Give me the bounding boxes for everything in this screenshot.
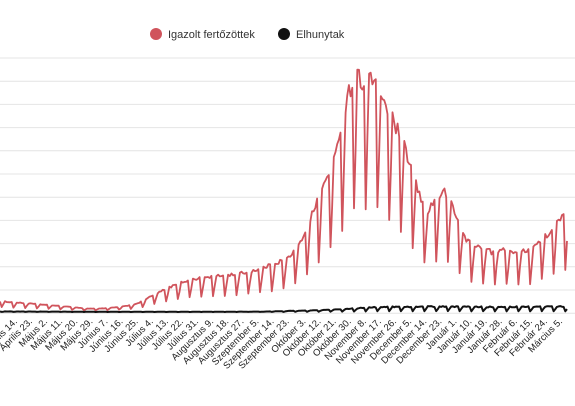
legend-label-igazolt: Igazolt fertőzöttek: [168, 29, 255, 41]
legend-marker-igazolt: [150, 28, 162, 40]
x-axis-tick-labels: Április 14.Április 23.Május 2.Május 11.M…: [0, 316, 565, 371]
gridlines: [0, 57, 575, 314]
series-line-elhunytak: [0, 305, 568, 313]
legend-label-elhunytak: Elhunytak: [296, 29, 345, 41]
legend: Igazolt fertőzöttek Elhunytak: [150, 28, 345, 41]
series: [0, 68, 568, 313]
legend-marker-elhunytak: [278, 28, 290, 40]
series-line-igazolt-fertozottek: [0, 68, 568, 312]
